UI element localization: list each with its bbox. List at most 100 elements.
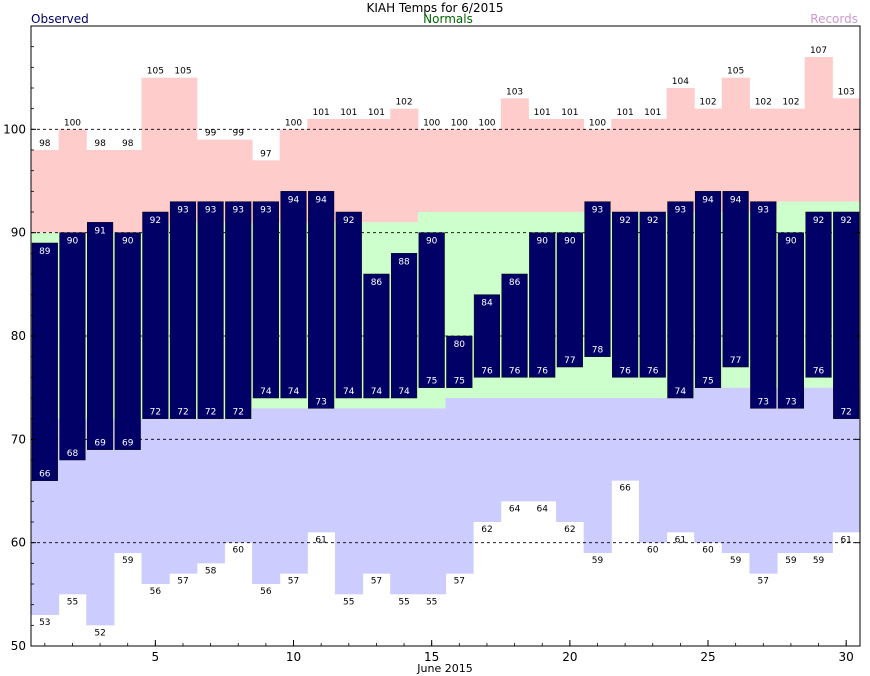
record-low-label-day-28: 59 <box>785 556 797 566</box>
record-high-label-day-24: 104 <box>672 77 689 87</box>
observed-high-label-day-8: 93 <box>233 206 244 216</box>
observed-low-label-day-27: 73 <box>758 397 769 407</box>
observed-high-label-day-18: 86 <box>509 278 521 288</box>
observed-bar-day-29 <box>805 211 832 378</box>
observed-bar-day-22 <box>612 211 639 378</box>
record-high-band-day-12 <box>334 119 364 223</box>
y-tick-label-90: 90 <box>11 226 26 240</box>
observed-high-label-day-14: 88 <box>398 257 410 267</box>
observed-low-label-day-10: 74 <box>288 387 300 397</box>
observed-low-label-day-18: 76 <box>509 366 521 376</box>
observed-low-label-day-9: 74 <box>260 387 272 397</box>
record-high-band-day-6 <box>169 77 198 223</box>
record-high-label-day-15: 100 <box>423 118 440 128</box>
observed-low-label-day-15: 75 <box>426 377 437 387</box>
observed-bar-day-15 <box>418 232 445 388</box>
x-tick-label-20: 20 <box>562 650 577 664</box>
observed-bar-day-2 <box>59 232 86 461</box>
record-low-label-day-12: 55 <box>343 597 354 607</box>
record-high-band-day-17 <box>473 129 502 212</box>
observed-low-label-day-28: 73 <box>785 397 796 407</box>
record-high-band-day-14 <box>390 108 419 223</box>
record-low-band-day-27 <box>749 387 778 574</box>
record-high-label-day-20: 101 <box>561 108 578 118</box>
record-high-label-day-1: 98 <box>39 139 51 149</box>
record-high-band-day-26 <box>721 77 750 213</box>
observed-high-label-day-7: 93 <box>205 206 216 216</box>
record-high-band-day-28 <box>777 108 806 202</box>
record-low-label-day-1: 53 <box>39 618 50 628</box>
record-high-label-day-10: 100 <box>285 118 302 128</box>
record-low-band-day-21 <box>583 398 612 553</box>
observed-low-label-day-24: 74 <box>675 387 687 397</box>
observed-low-label-day-16: 75 <box>454 377 465 387</box>
observed-high-label-day-13: 86 <box>371 278 383 288</box>
y-tick-label-50: 50 <box>11 639 26 653</box>
record-low-band-day-14 <box>390 408 419 595</box>
record-high-band-day-19 <box>528 119 557 212</box>
observed-high-label-day-10: 94 <box>288 195 300 205</box>
record-high-label-day-3: 98 <box>94 139 106 149</box>
record-low-band-day-6 <box>169 418 198 574</box>
observed-high-label-day-25: 94 <box>702 195 714 205</box>
record-low-band-day-20 <box>556 398 585 522</box>
observed-high-label-day-12: 92 <box>343 216 354 226</box>
observed-high-label-day-11: 94 <box>315 195 327 205</box>
record-high-band-day-2 <box>58 129 87 233</box>
record-high-label-day-11: 101 <box>313 108 330 118</box>
legend-observed: Observed <box>31 12 89 26</box>
record-low-label-day-14: 55 <box>398 597 409 607</box>
record-high-band-day-16 <box>445 129 474 212</box>
record-low-label-day-18: 64 <box>509 504 521 514</box>
record-low-label-day-7: 58 <box>205 566 217 576</box>
record-low-band-day-8 <box>224 418 253 543</box>
observed-low-label-day-12: 74 <box>343 387 355 397</box>
observed-bar-day-4 <box>114 232 141 450</box>
record-high-band-day-18 <box>500 98 529 212</box>
record-low-band-day-24 <box>666 398 695 533</box>
record-low-label-day-6: 57 <box>177 577 188 587</box>
record-low-label-day-9: 56 <box>260 587 272 597</box>
observed-low-label-day-1: 66 <box>39 470 51 480</box>
data-label-layer: 98 53 89 66 100 55 90 68 98 52 91 69 98 59 90 69 105 56 92… <box>39 46 855 638</box>
y-tick-label-70: 70 <box>11 432 26 446</box>
record-low-label-day-5: 56 <box>150 587 162 597</box>
record-high-label-day-19: 101 <box>534 108 551 118</box>
axis-layer: 50 60 70 80 90 100 5 10 15 20 25 30 <box>3 46 860 664</box>
observed-high-label-day-24: 93 <box>675 206 686 216</box>
observed-low-label-day-2: 68 <box>67 449 79 459</box>
observed-bar-day-10 <box>280 191 307 399</box>
observed-low-label-day-19: 76 <box>536 366 548 376</box>
record-high-label-day-29: 107 <box>810 46 827 56</box>
x-tick-label-15: 15 <box>424 650 439 664</box>
record-high-label-day-5: 105 <box>147 67 164 77</box>
observed-low-label-day-23: 76 <box>647 366 659 376</box>
observed-low-label-day-29: 76 <box>813 366 825 376</box>
observed-bar-day-26 <box>722 191 749 368</box>
record-low-band-day-15 <box>417 408 446 595</box>
record-low-label-day-21: 59 <box>592 556 604 566</box>
observed-high-label-day-28: 90 <box>785 237 797 247</box>
observed-high-label-day-20: 90 <box>564 237 576 247</box>
record-high-label-day-7: 99 <box>205 129 217 139</box>
record-high-label-day-22: 101 <box>617 108 634 118</box>
record-high-band-day-30 <box>832 98 861 202</box>
record-high-band-day-23 <box>638 119 668 212</box>
observed-bar-day-19 <box>529 232 556 378</box>
record-low-band-day-11 <box>307 408 336 533</box>
record-high-label-day-6: 105 <box>174 67 191 77</box>
legend-normals: Normals <box>423 12 473 26</box>
observed-bar-day-28 <box>777 232 804 409</box>
record-low-label-day-22: 66 <box>619 484 631 494</box>
record-low-label-day-15: 55 <box>426 597 437 607</box>
record-high-label-day-28: 102 <box>782 98 799 108</box>
observed-low-label-day-5: 72 <box>150 408 161 418</box>
record-high-band-day-27 <box>749 108 778 212</box>
record-high-label-day-30: 103 <box>838 87 855 97</box>
observed-high-label-day-21: 93 <box>592 206 603 216</box>
observed-low-label-day-22: 76 <box>619 366 631 376</box>
observed-bar-day-14 <box>390 253 418 399</box>
observed-high-label-day-30: 92 <box>840 216 851 226</box>
record-low-band-day-10 <box>279 408 308 574</box>
record-high-band-day-20 <box>556 119 585 212</box>
